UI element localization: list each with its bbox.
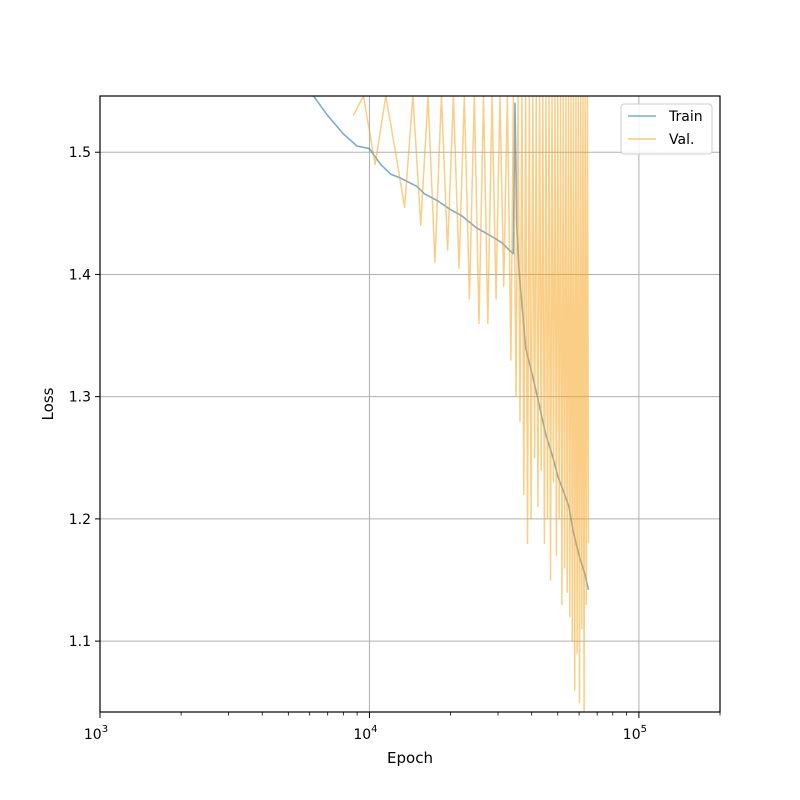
x-tick-label: 103 xyxy=(84,724,108,743)
legend-label-train: Train xyxy=(668,109,703,125)
x-tick-label: 105 xyxy=(623,724,647,743)
x-tick-exponent: 4 xyxy=(371,724,377,735)
y-axis-label: Loss xyxy=(39,387,57,420)
series-line-val xyxy=(352,96,590,712)
series-group xyxy=(312,96,590,712)
y-tick-label: 1.3 xyxy=(69,390,91,406)
x-tick-exponent: 5 xyxy=(641,724,647,735)
x-tick-label: 104 xyxy=(353,724,377,743)
y-tick-label: 1.2 xyxy=(69,512,91,528)
plot-frame xyxy=(99,95,721,713)
x-tick-base: 10 xyxy=(353,727,371,743)
x-tick-base: 10 xyxy=(623,727,641,743)
plot-area xyxy=(100,96,720,712)
legend-label-val: Val. xyxy=(669,132,694,148)
legend: Train Val. xyxy=(620,103,713,155)
x-axis-label: Epoch xyxy=(387,749,433,767)
y-tick-label: 1.5 xyxy=(69,145,91,161)
x-tick-exponent: 3 xyxy=(102,724,108,735)
y-tick-label: 1.1 xyxy=(69,634,91,650)
x-tick-base: 10 xyxy=(84,727,102,743)
y-tick-label: 1.4 xyxy=(69,267,91,283)
